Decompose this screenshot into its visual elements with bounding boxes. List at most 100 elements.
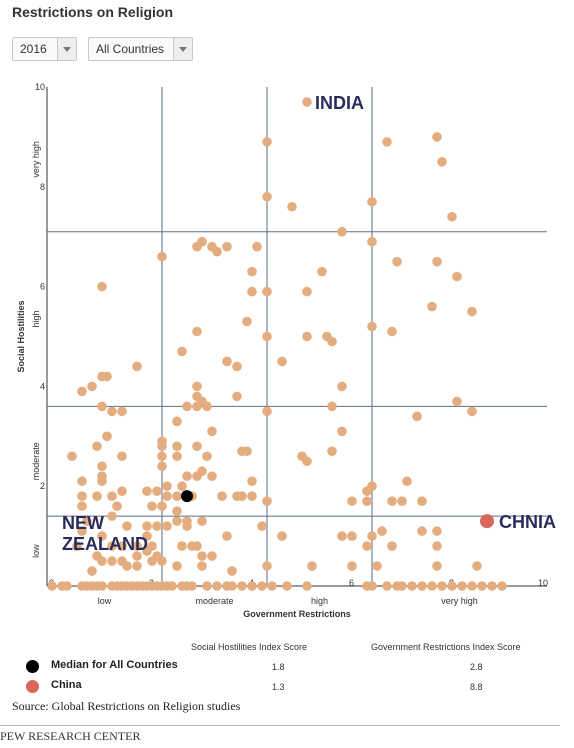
data-point xyxy=(367,581,377,591)
data-point xyxy=(327,401,337,412)
x-category-label: low xyxy=(98,596,112,606)
data-point xyxy=(172,491,182,501)
data-point xyxy=(157,556,167,566)
data-point xyxy=(142,486,152,496)
data-point xyxy=(387,541,397,551)
scatter-chart: 0246810246810lowmoderatehighvery highlow… xyxy=(16,82,556,619)
chevron-down-icon[interactable] xyxy=(173,38,192,60)
data-point xyxy=(232,361,242,372)
data-point xyxy=(172,416,182,427)
data-point xyxy=(302,581,312,591)
data-point xyxy=(97,581,107,591)
table-header-social-hostilities: Social Hostilities Index Score xyxy=(191,642,308,652)
data-point xyxy=(132,541,142,551)
data-point xyxy=(247,581,257,591)
data-point xyxy=(282,581,292,591)
country-select[interactable]: All Countries xyxy=(88,37,193,61)
y-tick-label: 10 xyxy=(35,82,45,92)
data-point xyxy=(117,451,127,462)
data-point xyxy=(107,541,117,551)
data-point xyxy=(87,381,97,392)
data-point xyxy=(247,476,257,487)
data-point xyxy=(387,326,397,337)
data-point xyxy=(157,251,167,262)
data-point xyxy=(402,476,412,487)
china-shi-value: 1.3 xyxy=(272,682,285,692)
data-point xyxy=(157,501,167,511)
chevron-down-icon[interactable] xyxy=(57,38,76,60)
data-point xyxy=(157,441,167,452)
data-point xyxy=(47,581,57,591)
y-tick-label: 8 xyxy=(40,182,45,192)
data-point xyxy=(67,451,77,462)
data-point xyxy=(417,581,427,591)
data-point xyxy=(162,491,172,501)
data-point xyxy=(242,316,252,327)
data-point xyxy=(397,581,407,591)
year-select[interactable]: 2016 xyxy=(12,37,77,61)
data-point xyxy=(427,581,437,591)
data-point xyxy=(197,551,207,561)
data-point xyxy=(152,486,162,496)
data-point xyxy=(192,241,202,252)
median-legend-dot xyxy=(26,660,39,673)
data-point xyxy=(202,451,212,462)
data-point xyxy=(427,301,437,312)
data-point xyxy=(247,266,257,277)
data-point xyxy=(102,431,112,442)
data-point xyxy=(347,561,357,571)
data-point xyxy=(192,541,202,551)
data-point xyxy=(302,97,312,107)
data-point xyxy=(97,461,107,472)
data-point xyxy=(432,526,442,536)
data-point xyxy=(277,531,287,541)
y-category-label: very high xyxy=(31,141,41,178)
data-point xyxy=(317,266,327,277)
data-point xyxy=(327,336,337,347)
data-point xyxy=(97,531,107,541)
data-point xyxy=(447,581,457,591)
x-category-label: high xyxy=(311,596,328,606)
data-point xyxy=(262,137,272,147)
data-point xyxy=(107,406,117,417)
data-point xyxy=(242,446,252,457)
data-point xyxy=(477,581,487,591)
data-point xyxy=(82,516,92,526)
data-point xyxy=(172,441,182,452)
data-point xyxy=(177,541,187,551)
data-point xyxy=(207,471,217,482)
china-row-label: China xyxy=(51,679,82,691)
data-point xyxy=(147,556,157,566)
data-point xyxy=(262,331,272,342)
data-point xyxy=(252,241,262,252)
data-point xyxy=(112,501,122,511)
data-point xyxy=(467,406,477,417)
data-point xyxy=(337,426,347,437)
data-point xyxy=(407,581,417,591)
data-point xyxy=(467,581,477,591)
data-point xyxy=(222,531,232,541)
data-point xyxy=(302,456,312,467)
data-point xyxy=(107,511,117,521)
data-point xyxy=(172,516,182,526)
data-point xyxy=(437,581,447,591)
data-point xyxy=(337,531,347,541)
data-point xyxy=(107,556,117,566)
china-point xyxy=(480,514,494,529)
y-tick-label: 6 xyxy=(40,282,45,292)
data-point xyxy=(487,581,497,591)
x-axis-title: Government Restrictions xyxy=(243,609,351,619)
data-point xyxy=(157,451,167,462)
data-point xyxy=(362,541,372,551)
footer-divider xyxy=(0,725,560,726)
median-row-label: Median for All Countries xyxy=(51,659,178,671)
data-point xyxy=(122,561,132,571)
country-select-value: All Countries xyxy=(96,42,165,56)
year-select-value: 2016 xyxy=(20,42,47,56)
data-point xyxy=(262,496,272,506)
data-point xyxy=(87,566,97,576)
median-shi-value: 1.8 xyxy=(272,662,285,672)
data-point xyxy=(72,541,82,551)
data-point xyxy=(367,196,377,207)
data-point xyxy=(197,561,207,571)
